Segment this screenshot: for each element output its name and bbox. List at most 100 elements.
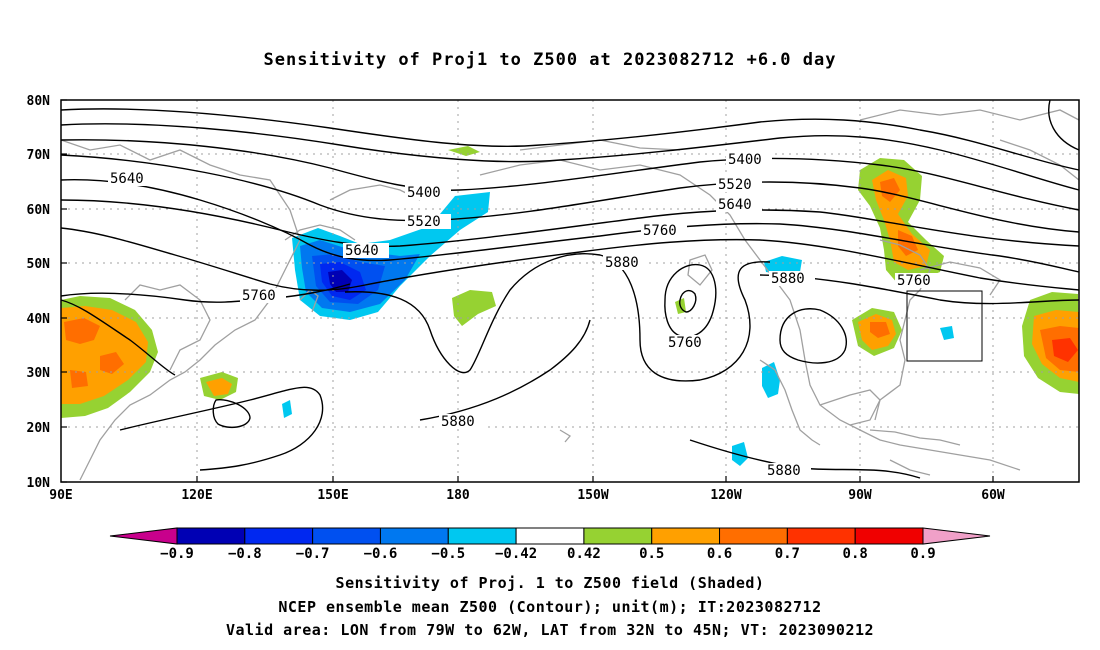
lon-label: 90E [49, 488, 72, 503]
colorbar-label: 0.6 [707, 546, 732, 562]
colorbar-swatch [651, 527, 721, 545]
colorbar-label: 0.8 [843, 546, 868, 562]
lon-label: 60W [981, 488, 1005, 503]
shade-na-cyan3 [732, 442, 748, 466]
contour-5880-a [344, 253, 771, 382]
contour-5700 [60, 227, 1080, 291]
contour-closed-small [212, 399, 251, 429]
shade-gulf-dark [870, 322, 890, 338]
contour-label: 5760 [242, 288, 276, 304]
shade-hudson-dark [880, 178, 918, 256]
contour-5760-a [60, 283, 351, 303]
colorbar-label: −0.6 [364, 546, 398, 562]
shading-layer [61, 146, 1079, 466]
colorbar-swatch [786, 527, 856, 545]
colorbar-arrow-left [109, 527, 178, 545]
shade-arctic-green [448, 146, 480, 156]
contour-5340 [60, 123, 1080, 191]
lat-label: 10N [27, 476, 51, 491]
colorbar-swatch [312, 527, 381, 545]
colorbar-swatch [379, 527, 449, 545]
colorbar-swatch [244, 527, 314, 545]
shade-na-cyan4 [940, 326, 954, 340]
map-frame [60, 99, 1080, 483]
lon-labels: 90E 120E 150E 180 150W 120W 90W 60W [49, 488, 1005, 503]
contour-5880-b [60, 299, 176, 376]
contour-5880-e [779, 308, 847, 364]
contour-label: 5640 [718, 197, 752, 213]
contour-label: 5760 [668, 335, 702, 351]
lat-label: 40N [27, 312, 51, 327]
contour-label: 5640 [110, 171, 144, 187]
colorbar-swatch [447, 527, 517, 545]
lat-label: 70N [27, 148, 51, 163]
lon-label: 90W [848, 488, 872, 503]
lon-label: 180 [446, 488, 470, 503]
contour-label: 5880 [441, 414, 475, 430]
contour-label: 5520 [718, 177, 752, 193]
contour-labels: 5640 5400 5520 5640 5760 5400 5520 5640 … [110, 152, 931, 479]
contour-5520 [60, 154, 1080, 233]
colorbar-label: −0.7 [296, 546, 330, 562]
lat-label: 60N [27, 203, 51, 218]
shade-pacific-green [452, 290, 496, 326]
contour-top-right [1048, 99, 1080, 151]
contour-5580 [60, 199, 1080, 247]
contour-5760-d [679, 289, 697, 313]
z500-contours [60, 99, 1080, 479]
colorbar-label: −0.42 [495, 546, 537, 562]
contour-5400 [60, 139, 1080, 211]
lon-label: 120E [181, 488, 212, 503]
shade-na-cyan1 [764, 256, 802, 274]
colorbar-arrow-right [922, 527, 991, 545]
lat-label: 50N [27, 257, 51, 272]
lon-label: 120W [710, 488, 741, 503]
shade-atlantic-red [1052, 338, 1078, 362]
colorbar-swatch [719, 527, 788, 545]
contour-label: 5400 [728, 152, 762, 168]
colorbar-label: −0.9 [160, 546, 194, 562]
colorbar-label: 0.9 [910, 546, 935, 562]
contour-5640 [60, 179, 1080, 273]
map-title: Sensitivity of Proj1 to Z500 at 20230827… [263, 50, 837, 70]
colorbar-label: −0.5 [431, 546, 465, 562]
contour-5760-c [664, 263, 717, 338]
valid-area-box [906, 290, 983, 362]
shade-taiwan-orange [206, 378, 232, 396]
contour-5880-c [119, 386, 324, 471]
contour-label: 5880 [605, 255, 639, 271]
lat-labels: 80N 70N 60N 50N 40N 30N 20N 10N [27, 94, 51, 491]
colorbar-swatch [854, 527, 924, 545]
colorbar-swatch [515, 527, 585, 545]
colorbar-label: 0.42 [567, 546, 601, 562]
contour-label: 5640 [345, 243, 379, 259]
contour-label: 5880 [767, 463, 801, 479]
colorbar-label: −0.8 [228, 546, 262, 562]
caption-valid-area: Valid area: LON from 79W to 62W, LAT fro… [225, 621, 875, 639]
contour-label: 5760 [897, 273, 931, 289]
lon-label: 150W [577, 488, 608, 503]
contour-5880-d [419, 319, 591, 421]
tick-marks [61, 99, 994, 483]
colorbar-label: 0.7 [775, 546, 800, 562]
caption-shading: Sensitivity of Proj. 1 to Z500 field (Sh… [335, 574, 765, 592]
caption-contour: NCEP ensemble mean Z500 (Contour); unit(… [278, 598, 822, 616]
lon-label: 150E [317, 488, 348, 503]
lat-label: 20N [27, 421, 51, 436]
shade-china-dark-orange [64, 318, 124, 388]
contour-label-boxes [108, 152, 941, 478]
lat-label: 80N [27, 94, 51, 109]
contour-5280 [60, 108, 1080, 171]
colorbar-swatch [176, 527, 246, 545]
shade-small-cyan [282, 400, 292, 418]
contour-label: 5520 [407, 214, 441, 230]
contour-label: 5760 [643, 223, 677, 239]
colorbar-label: 0.5 [639, 546, 664, 562]
contour-label: 5400 [407, 185, 441, 201]
coastlines [60, 109, 1080, 481]
colorbar-swatch [583, 527, 653, 545]
lat-label: 30N [27, 366, 51, 381]
colorbar: −0.9 −0.8 −0.7 −0.6 −0.5 −0.42 0.42 0.5 0.6 0.7 0.… [109, 527, 991, 562]
shade-japan-core [328, 270, 352, 292]
